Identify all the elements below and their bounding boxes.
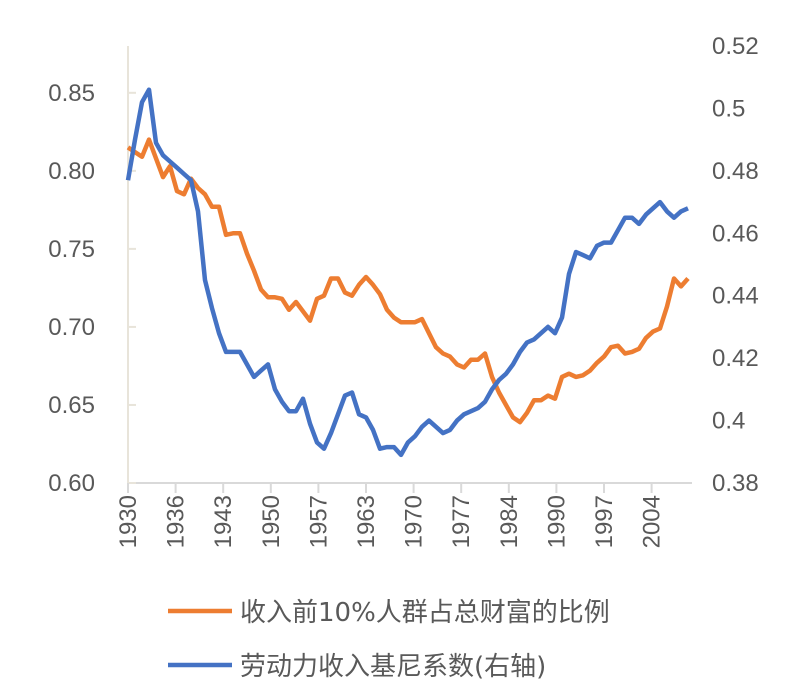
x-axis-tick-label: 1997 — [591, 495, 618, 548]
x-axis-tick-label: 1950 — [258, 495, 285, 548]
x-axis-tick-label: 1936 — [163, 495, 190, 548]
legend-label: 劳动力收入基尼系数(右轴) — [240, 652, 546, 682]
right-axis-tick-label: 0.4 — [712, 408, 745, 435]
left-axis-tick-label: 0.85 — [48, 80, 95, 107]
right-axis-tick-label: 0.46 — [712, 220, 759, 247]
x-axis-tick-label: 1943 — [210, 495, 237, 548]
right-axis-tick-label: 0.44 — [712, 283, 759, 310]
legend-label: 收入前10%人群占总财富的比例 — [240, 598, 610, 628]
right-axis-tick-label: 0.38 — [712, 470, 759, 497]
right-axis-tick-label: 0.5 — [712, 95, 745, 122]
left-axis-tick-label: 0.80 — [48, 158, 95, 185]
left-axis-tick-label: 0.65 — [48, 392, 95, 419]
legend-item: 劳动力收入基尼系数(右轴) — [168, 652, 546, 682]
x-axis-tick-label: 1970 — [401, 495, 428, 548]
legend-item: 收入前10%人群占总财富的比例 — [168, 598, 610, 628]
right-axis-tick-label: 0.52 — [712, 33, 759, 60]
axes: 0.60 0.65 0.70 0.75 0.80 0.85 0.38 0.4 0.42 0.44 0… — [48, 33, 758, 548]
x-axis-tick-label: 1963 — [353, 495, 380, 548]
x-axis-tick-label: 1957 — [305, 495, 332, 548]
right-axis-tick-label: 0.42 — [712, 345, 759, 372]
left-axis-tick-label: 0.75 — [48, 236, 95, 263]
x-axis-tick-label: 1930 — [115, 495, 142, 548]
x-axis-tick-label: 2004 — [639, 495, 666, 548]
right-axis-tick-label: 0.48 — [712, 158, 759, 185]
series-line-top10-share — [126, 137, 690, 425]
left-axis-tick-label: 0.70 — [48, 314, 95, 341]
left-axis-tick-label: 0.60 — [48, 470, 95, 497]
x-axis-tick-label: 1984 — [496, 495, 523, 548]
series-lines — [125, 87, 690, 458]
x-axis-tick-label: 1977 — [448, 495, 475, 548]
x-axis-tick-label: 1990 — [543, 495, 570, 548]
series-line-gini — [125, 87, 689, 458]
